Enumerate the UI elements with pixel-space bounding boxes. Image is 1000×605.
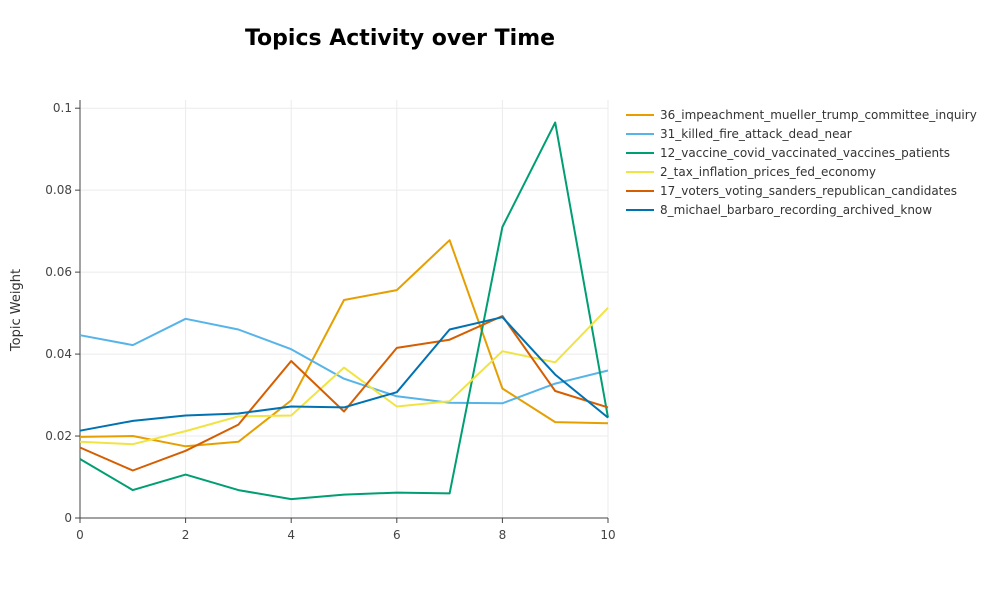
series-line-6[interactable] bbox=[79, 316, 609, 432]
series-line-5[interactable] bbox=[79, 315, 609, 472]
x-tick-label: 2 bbox=[182, 528, 190, 542]
series-lines bbox=[79, 121, 609, 501]
x-tick-label: 10 bbox=[600, 528, 615, 542]
y-tick-label: 0.08 bbox=[45, 183, 72, 197]
legend-item[interactable]: 12_vaccine_covid_vaccinated_vaccines_pat… bbox=[626, 146, 950, 160]
legend-item[interactable]: 2_tax_inflation_prices_fed_economy bbox=[626, 165, 876, 179]
legend-label: 2_tax_inflation_prices_fed_economy bbox=[660, 165, 876, 179]
x-tick-label: 8 bbox=[499, 528, 507, 542]
legend-item[interactable]: 17_voters_voting_sanders_republican_cand… bbox=[626, 184, 957, 198]
y-tick-label: 0.06 bbox=[45, 265, 72, 279]
chart-title: Topics Activity over Time bbox=[245, 26, 555, 51]
axes: 0 2 4 6 8 10 0 0.02 0.04 0.06 0.08 0.1 bbox=[45, 100, 616, 542]
y-tick-label: 0.04 bbox=[45, 347, 72, 361]
legend-item[interactable]: 31_killed_fire_attack_dead_near bbox=[626, 127, 852, 141]
legend-item[interactable]: 8_michael_barbaro_recording_archived_kno… bbox=[626, 203, 932, 217]
grid bbox=[79, 100, 609, 519]
legend-item[interactable]: 36_impeachment_mueller_trump_committee_i… bbox=[626, 108, 977, 122]
legend-label: 8_michael_barbaro_recording_archived_kno… bbox=[660, 203, 932, 217]
legend-label: 12_vaccine_covid_vaccinated_vaccines_pat… bbox=[660, 146, 950, 160]
legend-label: 31_killed_fire_attack_dead_near bbox=[660, 127, 852, 141]
y-tick-label: 0.02 bbox=[45, 429, 72, 443]
series-line-2[interactable] bbox=[79, 317, 609, 405]
y-tick-label: 0 bbox=[64, 511, 72, 525]
legend-label: 36_impeachment_mueller_trump_committee_i… bbox=[660, 108, 977, 122]
x-tick-label: 0 bbox=[76, 528, 84, 542]
y-axis-label: Topic Weight bbox=[9, 269, 24, 352]
legend-label: 17_voters_voting_sanders_republican_cand… bbox=[660, 184, 957, 198]
x-tick-label: 4 bbox=[287, 528, 295, 542]
x-tick-label: 6 bbox=[393, 528, 401, 542]
series-line-4[interactable] bbox=[79, 307, 609, 446]
legend[interactable]: 36_impeachment_mueller_trump_committee_i… bbox=[626, 108, 977, 217]
series-line-1[interactable] bbox=[79, 239, 609, 448]
y-tick-label: 0.1 bbox=[53, 101, 72, 115]
series-line-3[interactable] bbox=[79, 121, 609, 501]
